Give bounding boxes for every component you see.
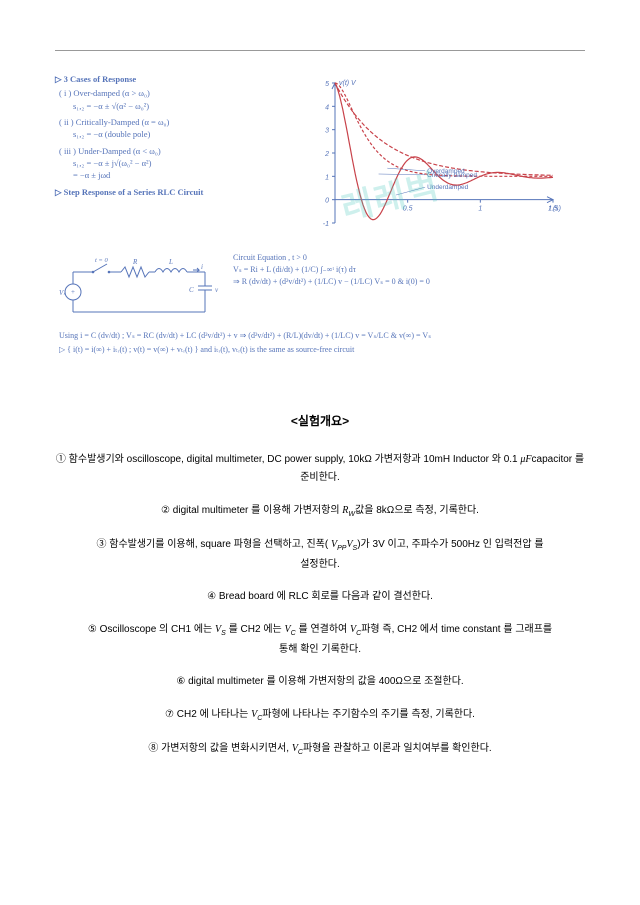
circuit-eq2: ⇒ R (dv/dt) + (d²v/dt²) + (1/LC) v − (1/… [233, 276, 585, 288]
svg-text:t (s): t (s) [549, 206, 561, 213]
chart-svg: -10123450.511.5v(t) Vt (s)OverdampedCrit… [305, 73, 565, 243]
top-rule [55, 50, 585, 51]
case3-title: ( iii ) Under-Damped (α < ω₀) [59, 145, 295, 157]
case2-eq: s₁,₂ = −α (double pole) [59, 128, 295, 140]
circuit-equations: Circuit Equation , t > 0 Vₛ = Ri + L (di… [233, 252, 585, 288]
circuit-row: + Vₛ t = 0 R Li Cv Circuit Equation , t > 0 V… [55, 252, 585, 356]
svg-text:3: 3 [325, 128, 329, 135]
step-4: ④ Bread board 에 RLC 회로를 다음과 같이 결선한다. [55, 588, 585, 607]
circuit-diagram: + Vₛ t = 0 R Li Cv [55, 252, 225, 328]
svg-text:2: 2 [324, 151, 329, 158]
svg-text:i: i [201, 263, 203, 271]
step-2: ② digital multimeter 를 이용해 가변저항의 RW값을 8k… [55, 502, 585, 522]
svg-text:0.5: 0.5 [403, 206, 413, 213]
case2-title: ( ii ) Critically-Damped (α = ω₀) [59, 116, 295, 128]
case3-eq2: = −α ± jωd [59, 169, 295, 181]
step-3: ③ 함수발생기를 이용해, square 파형을 선택하고, 진폭( VPPVS… [55, 536, 585, 574]
svg-text:v: v [215, 286, 219, 294]
svg-text:C: C [189, 286, 194, 294]
case1: ( i ) Over-damped (α > ω₀) s₁,₂ = −α ± √… [55, 87, 295, 112]
step-6: ⑥ digital multimeter 를 이용해 가변저항의 값을 400Ω… [55, 673, 585, 692]
svg-text:R: R [132, 258, 138, 266]
svg-text:Critically damped: Critically damped [427, 172, 477, 179]
svg-text:1: 1 [325, 174, 329, 181]
step-5: ⑤ Oscilloscope 의 CH1 에는 VS 를 CH2 에는 VC 를… [55, 621, 585, 659]
svg-text:+: + [71, 288, 75, 296]
svg-text:1: 1 [478, 206, 482, 213]
case1-eq: s₁,₂ = −α ± √(α² − ω₀²) [59, 100, 295, 112]
page: ▷ 3 Cases of Response ( i ) Over-damped … [0, 0, 640, 813]
experiment-title: <실험개요> [55, 412, 585, 429]
step-1: ① 함수발생기와 oscilloscope, digital multimete… [55, 451, 585, 488]
response-chart: -10123450.511.5v(t) Vt (s)OverdampedCrit… [305, 73, 585, 246]
svg-text:5: 5 [325, 81, 329, 88]
case1-title: ( i ) Over-damped (α > ω₀) [59, 87, 295, 99]
circuit-eq-title: Circuit Equation , t > 0 [233, 252, 585, 264]
svg-text:-1: -1 [323, 221, 329, 228]
cases-header: ▷ 3 Cases of Response [55, 73, 295, 85]
svg-text:4: 4 [325, 104, 329, 111]
case2: ( ii ) Critically-Damped (α = ω₀) s₁,₂ =… [55, 116, 295, 141]
figure-row: ▷ 3 Cases of Response ( i ) Over-damped … [55, 73, 585, 246]
svg-text:Underdamped: Underdamped [427, 184, 469, 191]
steps-container: ① 함수발생기와 oscilloscope, digital multimete… [55, 451, 585, 760]
circuit-eq1: Vₛ = Ri + L (di/dt) + (1/C) ∫₋∞ᵗ i(τ) dτ [233, 264, 585, 276]
svg-text:t = 0: t = 0 [95, 257, 108, 264]
svg-text:0: 0 [325, 198, 329, 205]
step-response-header: ▷ Step Response of a Series RLC Circuit [55, 186, 295, 198]
using-line: Using i = C (dv/dt) ; Vₛ = RC (dv/dt) + … [55, 330, 585, 342]
case3-eq1: s₁,₂ = −α ± j√(ω₀² − α²) [59, 157, 295, 169]
circuit-svg-el: + Vₛ t = 0 R Li Cv [55, 252, 225, 324]
equations-left: ▷ 3 Cases of Response ( i ) Over-damped … [55, 73, 295, 200]
svg-text:v(t) V: v(t) V [339, 80, 357, 87]
svg-text:Vₛ: Vₛ [59, 289, 66, 297]
case3: ( iii ) Under-Damped (α < ω₀) s₁,₂ = −α … [55, 145, 295, 182]
bracket-line: ▷ { i(t) = i(∞) + iₜᵣ(t) ; v(t) = v(∞) +… [55, 344, 585, 356]
step-7: ⑦ CH2 에 나타나는 VC파형에 나타나는 주기함수의 주기를 측정, 기록… [55, 706, 585, 726]
step-8: ⑧ 가변저항의 값을 변화시키면서, VC파형을 관찰하고 이론과 일치여부를 … [55, 740, 585, 760]
svg-text:L: L [168, 258, 173, 266]
